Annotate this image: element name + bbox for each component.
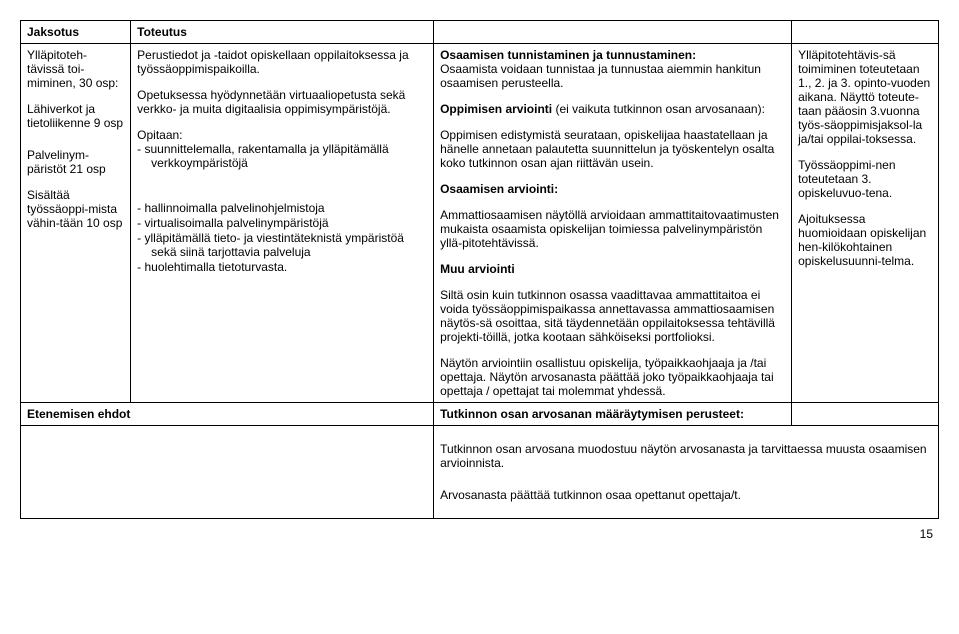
header-col3 [434, 21, 792, 44]
arv-h3: Osaamisen arviointi: [440, 182, 785, 196]
ajo-p3: Ajoituksessa huomioidaan opiskelijan hen… [798, 212, 932, 268]
toteutus-l4: ylläpitämällä tieto- ja viestintäteknist… [137, 231, 427, 259]
arv-h1: Osaamisen tunnistaminen ja tunnustaminen… [440, 48, 785, 62]
toteutus-p2: Opetuksessa hyödynnetään virtuaaliopetus… [137, 88, 427, 116]
toteutus-p3: Opitaan: [137, 128, 427, 142]
cell-arviointi: Osaamisen tunnistaminen ja tunnustaminen… [434, 44, 792, 403]
header-col1: Jaksotus [21, 21, 131, 44]
row-etenemisen: Etenemisen ehdot Tutkinnon osan arvosana… [21, 403, 939, 426]
ajo-p1: Ylläpitotehtävis-sä toimiminen toteuteta… [798, 48, 932, 146]
cell-ajoitus: Ylläpitotehtävis-sä toimiminen toteuteta… [792, 44, 939, 403]
footer-text: Tutkinnon osan arvosana muodostuu näytön… [434, 426, 939, 519]
main-row: Ylläpitoteh-tävissä toi-miminen, 30 osp:… [21, 44, 939, 403]
etenemisen-ehdot: Etenemisen ehdot [21, 403, 434, 426]
header-col4 [792, 21, 939, 44]
toteutus-list1: suunnittelemalla, rakentamalla ja ylläpi… [137, 142, 427, 170]
cell-jaksotus: Ylläpitoteh-tävissä toi-miminen, 30 osp:… [21, 44, 131, 403]
toteutus-l1: suunnittelemalla, rakentamalla ja ylläpi… [137, 142, 427, 170]
toteutus-list2: hallinnoimalla palvelinohjelmistoja virt… [137, 201, 427, 274]
header-row: Jaksotus Toteutus [21, 21, 939, 44]
jaksotus-p3: Palvelinym-päristöt 21 osp [27, 148, 124, 176]
document-table: Jaksotus Toteutus Ylläpitoteh-tävissä to… [20, 20, 939, 519]
arv-p3: Ammattiosaamisen näytöllä arvioidaan amm… [440, 208, 785, 250]
footer-p2: Arvosanasta päättää tutkinnon osaa opett… [440, 488, 932, 502]
toteutus-l3: virtualisoimalla palvelinympäristöjä [137, 216, 427, 230]
row2-empty [792, 403, 939, 426]
jaksotus-p4: Sisältää työssäoppi-mista vähin-tään 10 … [27, 188, 124, 230]
arvosana-header: Tutkinnon osan arvosanan määräytymisen p… [434, 403, 792, 426]
footer-empty [21, 426, 434, 519]
cell-toteutus: Perustiedot ja -taidot opiskellaan oppil… [131, 44, 434, 403]
ajo-p2: Työssäoppimi-nen toteutetaan 3. opiskelu… [798, 158, 932, 200]
footer-p1: Tutkinnon osan arvosana muodostuu näytön… [440, 442, 932, 470]
arv-p5: Näytön arviointiin osallistuu opiskelija… [440, 356, 785, 398]
arv-p2: Oppimisen edistymistä seurataan, opiskel… [440, 128, 785, 170]
jaksotus-p2: Lähiverkot ja tietoliikenne 9 osp [27, 102, 124, 130]
row-footer: Tutkinnon osan arvosana muodostuu näytön… [21, 426, 939, 519]
toteutus-l5: huolehtimalla tietoturvasta. [137, 260, 427, 274]
page-number: 15 [20, 527, 939, 541]
toteutus-l2: hallinnoimalla palvelinohjelmistoja [137, 201, 427, 215]
arv-p1: Osaamista voidaan tunnistaa ja tunnustaa… [440, 62, 785, 90]
header-col2: Toteutus [131, 21, 434, 44]
toteutus-p1: Perustiedot ja -taidot opiskellaan oppil… [137, 48, 427, 76]
arv-p4: Siltä osin kuin tutkinnon osassa vaaditt… [440, 288, 785, 344]
arv-h4: Muu arviointi [440, 262, 785, 276]
arv-h2: Oppimisen arviointi (ei vaikuta tutkinno… [440, 102, 785, 116]
jaksotus-p1: Ylläpitoteh-tävissä toi-miminen, 30 osp: [27, 48, 124, 90]
